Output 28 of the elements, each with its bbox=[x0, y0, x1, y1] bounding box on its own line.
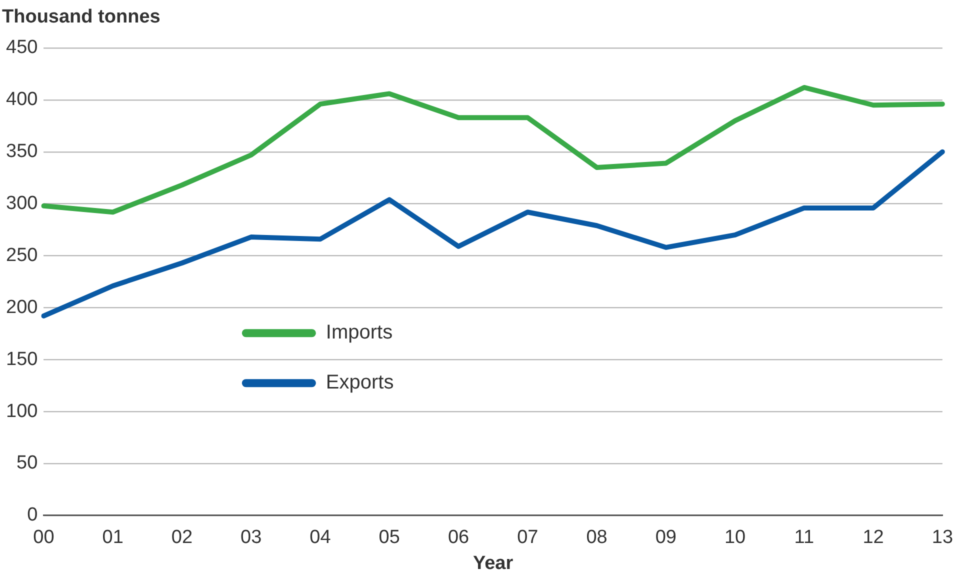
y-tick-label: 100 bbox=[6, 400, 38, 422]
x-tick-label: 01 bbox=[102, 527, 124, 548]
y-tick-label: 150 bbox=[6, 348, 38, 370]
x-tick-label: 06 bbox=[448, 527, 470, 548]
y-tick-label: 50 bbox=[16, 452, 38, 474]
y-tick-label: 400 bbox=[6, 89, 38, 110]
y-tick-label: 350 bbox=[6, 141, 38, 162]
y-tick-label: 0 bbox=[27, 504, 38, 526]
x-tick-label: 08 bbox=[586, 527, 608, 548]
x-tick-label: 04 bbox=[310, 527, 332, 548]
y-tick-label: 200 bbox=[6, 296, 38, 318]
y-tick-label: 250 bbox=[6, 244, 38, 266]
x-tick-label: 00 bbox=[33, 527, 54, 548]
x-tick-label: 07 bbox=[517, 527, 538, 548]
y-axis-title: Thousand tonnes bbox=[2, 6, 160, 28]
legend-label: Imports bbox=[326, 322, 393, 344]
x-axis-title: Year bbox=[472, 552, 514, 574]
x-tick-label: 11 bbox=[794, 527, 814, 548]
x-tick-label: 02 bbox=[171, 527, 193, 548]
x-tick-label: 13 bbox=[932, 527, 954, 548]
x-tick-label: 12 bbox=[862, 527, 884, 548]
x-tick-label: 09 bbox=[655, 527, 676, 548]
x-tick-label: 03 bbox=[240, 527, 262, 548]
x-tick-label: 10 bbox=[724, 527, 746, 548]
y-tick-label: 450 bbox=[6, 37, 38, 58]
x-tick-label: 05 bbox=[378, 527, 400, 548]
y-tick-label: 300 bbox=[6, 193, 38, 214]
legend-label: Exports bbox=[326, 372, 394, 394]
